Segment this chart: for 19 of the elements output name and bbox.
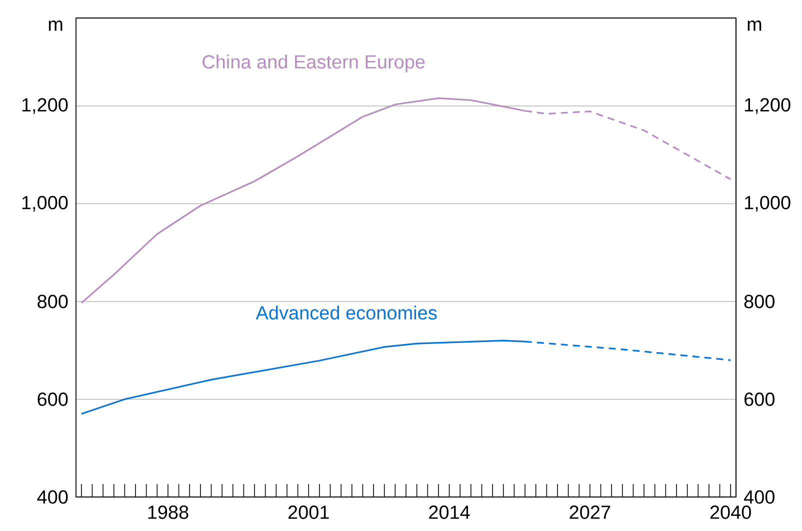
y-axis-title: m <box>48 20 62 31</box>
y2-tick-label: 1,000 <box>744 196 790 212</box>
y2-axis-title: m <box>748 20 762 31</box>
x-tick-label: 1988 <box>148 506 188 519</box>
y-tick-label: 1,000 <box>22 196 68 212</box>
y-tick-label: 600 <box>38 392 68 406</box>
series-label: Advanced economies <box>256 306 437 320</box>
y-tick-label: 400 <box>37 490 68 504</box>
y-tick-label: 1,200 <box>22 98 68 114</box>
x-tick-label: 2001 <box>288 506 329 519</box>
y2-tick-label: 600 <box>744 392 774 406</box>
x-tick-label: 2040 <box>710 506 751 519</box>
y2-tick-label: 1,200 <box>744 98 790 114</box>
series-label: China and Eastern Europe <box>202 54 425 72</box>
x-tick-label: 2014 <box>429 506 470 519</box>
y-tick-label: 800 <box>38 294 68 308</box>
x-tick-label: 2027 <box>570 506 610 519</box>
y2-tick-label: 400 <box>744 490 774 504</box>
y2-tick-label: 800 <box>744 294 774 308</box>
